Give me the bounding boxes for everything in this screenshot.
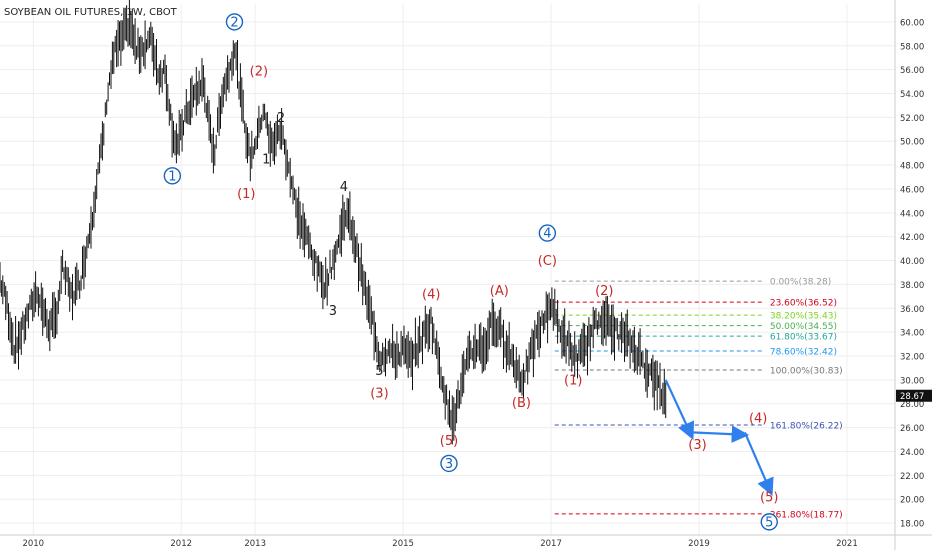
wave-label: 1 — [262, 153, 270, 168]
wave-label: (A) — [490, 284, 509, 299]
y-tick-label: 24.00 — [900, 448, 924, 458]
y-tick-label: 50.00 — [900, 138, 924, 148]
fib-level-label: 61.80%(33.67) — [770, 333, 837, 343]
wave-label: 4 — [543, 227, 551, 242]
grid — [0, 4, 895, 535]
x-tick-label: 2019 — [688, 539, 710, 549]
y-tick-label: 36.00 — [900, 305, 924, 315]
wave-label: 1 — [168, 169, 176, 184]
chart-title: SOYBEAN OIL FUTURES, 1W, CBOT — [4, 7, 178, 18]
current-price-label: 28.67 — [900, 392, 924, 402]
projection-arrow — [691, 425, 750, 443]
y-tick-label: 26.00 — [900, 424, 924, 434]
y-tick-label: 44.00 — [900, 209, 924, 219]
x-tick-label: 2012 — [170, 539, 192, 549]
projection-arrow — [664, 379, 695, 440]
projection-arrows — [664, 379, 774, 497]
y-tick-label: 38.00 — [900, 281, 924, 291]
fibonacci-levels: 0.00%(38.28) 23.60%(36.52) 38.20%(35.43)50… — [554, 278, 843, 520]
y-tick-label: 40.00 — [900, 257, 924, 267]
wave-label-circle — [163, 167, 182, 185]
y-tick-label: 20.00 — [900, 496, 924, 506]
wave-label: (4) — [749, 412, 767, 427]
x-tick-label: 2021 — [836, 539, 858, 549]
price-bars — [0, 0, 667, 445]
wave-label: (C) — [538, 254, 557, 269]
fib-level-label: 100.00%(30.83) — [770, 366, 843, 376]
price-series — [0, 0, 667, 445]
wave-label: (1) — [237, 187, 255, 202]
wave-labels: 1 2 (2) 2 1 (1) 4 3 5 (3) (4) (5) 3 (A) (B) 4 (C) (2) (1) (… — [163, 13, 778, 531]
x-tick-label: 2017 — [540, 539, 562, 549]
y-tick-label: 58.00 — [900, 42, 924, 52]
y-tick-label: 56.00 — [900, 66, 924, 76]
y-tick-label: 54.00 — [900, 90, 924, 100]
wave-label: 5 — [765, 515, 773, 530]
projection-arrow — [743, 431, 774, 497]
wave-label-circle — [760, 513, 778, 531]
y-tick-label: 52.00 — [900, 114, 924, 124]
y-tick-label: 48.00 — [900, 162, 924, 172]
wave-label-circle — [538, 224, 557, 242]
fib-level-label: 50.00%(34.55) — [770, 322, 837, 332]
x-tick-label: 2015 — [392, 539, 414, 549]
wave-label: 4 — [340, 180, 348, 195]
current-price-tag — [896, 389, 932, 402]
y-tick-label: 18.00 — [900, 520, 924, 530]
wave-label: 2 — [277, 111, 285, 126]
fib-level-label: 78.60%(32.42) — [770, 347, 837, 357]
y-tick-label: 30.00 — [900, 376, 924, 386]
wave-label: (4) — [422, 287, 440, 302]
fib-level-label: 0.00%(38.28) — [770, 278, 831, 288]
y-tick-label: 32.00 — [900, 353, 924, 363]
wave-label: (2) — [595, 284, 613, 299]
y-tick-label: 46.00 — [900, 185, 924, 195]
x-tick-label: 2010 — [22, 539, 44, 549]
wave-label: (1) — [564, 373, 582, 388]
wave-label: (5) — [760, 490, 778, 505]
wave-label: (3) — [688, 438, 706, 453]
y-tick-label: 42.00 — [900, 233, 924, 243]
wave-label: (5) — [440, 434, 458, 449]
fib-level-label: 38.20%(35.43) — [770, 312, 837, 322]
wave-label: 5 — [375, 364, 383, 379]
wave-label-circle — [225, 13, 244, 31]
wave-label: 3 — [329, 304, 337, 319]
wave-label: 2 — [230, 15, 238, 30]
y-tick-label: 34.00 — [900, 329, 924, 339]
wave-label: (2) — [250, 64, 268, 79]
y-tick-label: 28.00 — [900, 400, 924, 410]
x-tick-label: 2013 — [244, 539, 266, 549]
wave-label: 3 — [445, 457, 453, 472]
wave-label: (3) — [370, 387, 388, 402]
wave-label-circle — [440, 454, 458, 473]
wave-label: (B) — [512, 396, 531, 411]
y-tick-label: 22.00 — [900, 472, 924, 482]
fib-level-label: 23.60%(36.52) — [770, 299, 837, 309]
fib-level-label: 261.80%(18.77) — [770, 510, 843, 520]
y-tick-label: 60.00 — [900, 18, 924, 28]
fib-level-label: 161.80%(26.22) — [770, 421, 843, 431]
